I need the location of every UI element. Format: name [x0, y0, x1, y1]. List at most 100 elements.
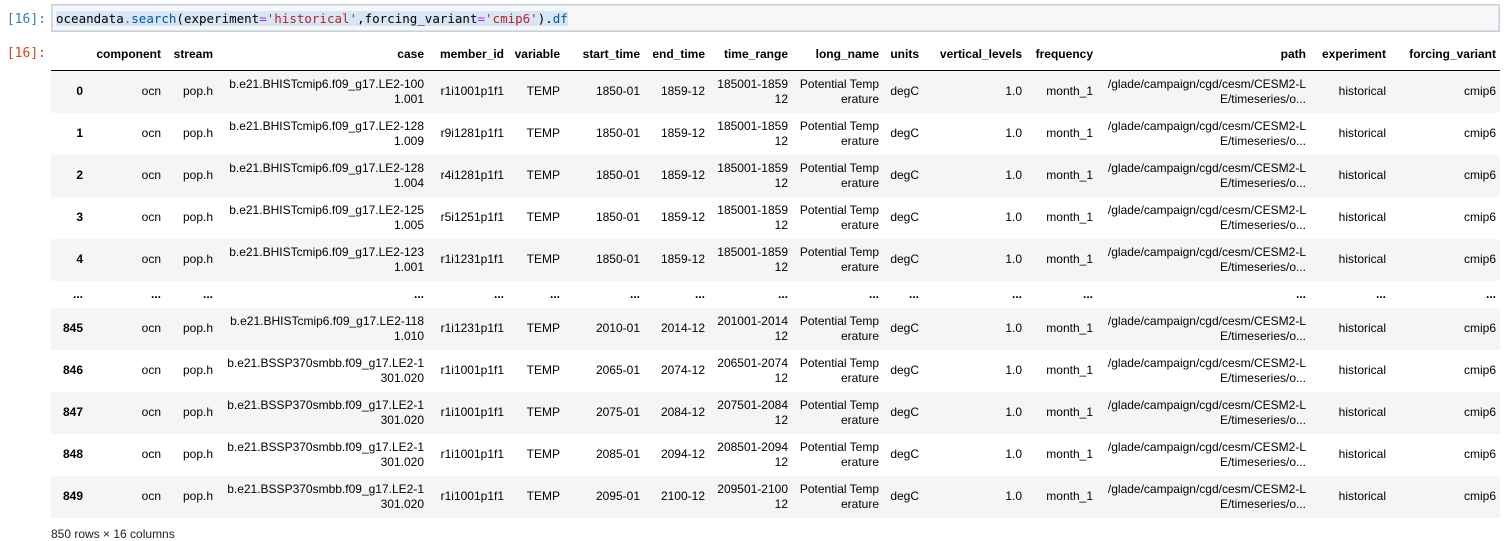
table-cell: TEMP: [526, 447, 560, 461]
table-cell: Potential Temperature: [799, 118, 879, 148]
table-cell: 2100-12: [660, 489, 705, 503]
table-cell: pop.h: [182, 489, 213, 503]
output-prompt: [16]:: [6, 46, 46, 61]
table-cell: historical: [1338, 168, 1386, 182]
table-cell: 209501-210012: [717, 481, 788, 511]
table-cell: cmip6: [1463, 363, 1496, 377]
table-header-row: component stream case member_id variable star…: [51, 38, 1500, 71]
table-cell: cmip6: [1463, 321, 1496, 335]
column-header: variable: [508, 38, 564, 71]
table-cell: pop.h: [182, 252, 213, 266]
table-cell: 1859-12: [660, 126, 705, 140]
table-cell: month_1: [1046, 363, 1093, 377]
code-token: ,forcing_variant: [357, 11, 478, 26]
table-cell: historical: [1338, 405, 1386, 419]
table-cell: historical: [1338, 321, 1386, 335]
table-cell: 1859-12: [660, 252, 705, 266]
code-token: search: [131, 11, 177, 26]
table-cell: Potential Temperature: [799, 313, 879, 343]
table-cell: ocn: [141, 252, 161, 266]
table-cell: degC: [890, 126, 919, 140]
table-cell: ...: [694, 286, 705, 301]
table-cell: ocn: [141, 363, 161, 377]
table-cell: b.e21.BHISTcmip6.f09_g17.LE2-1281.009: [229, 118, 424, 148]
table-cell: b.e21.BHISTcmip6.f09_g17.LE2-1231.001: [229, 244, 424, 274]
row-index: ...: [72, 286, 83, 301]
row-index: 2: [76, 168, 83, 182]
table-cell: 1.0: [1005, 489, 1022, 503]
table-cell: 185001-185912: [717, 118, 788, 148]
table-cell: r1i1231p1f1: [440, 252, 504, 266]
table-cell: r9i1281p1f1: [440, 126, 504, 140]
table-cell: TEMP: [526, 252, 560, 266]
table-cell: historical: [1338, 84, 1386, 99]
table-cell: cmip6: [1463, 405, 1496, 419]
table-cell: 2010-01: [595, 321, 640, 335]
table-cell: degC: [890, 84, 919, 99]
input-cell[interactable]: [16]: oceandata.search(experiment='histo…: [0, 0, 1506, 42]
table-cell: /glade/campaign/cgd/cesm/CESM2-LE/timese…: [1107, 481, 1306, 511]
table-cell: ocn: [141, 321, 161, 335]
table-cell: 1850-01: [595, 84, 640, 99]
table-cell: historical: [1338, 126, 1386, 140]
table-cell: ...: [868, 286, 879, 301]
table-cell: pop.h: [182, 363, 213, 377]
table-cell: historical: [1338, 252, 1386, 266]
table-cell: 2095-01: [595, 489, 640, 503]
column-header: vertical_levels: [923, 38, 1026, 71]
table-cell: ocn: [141, 84, 161, 99]
table-cell: 185001-185912: [717, 202, 788, 232]
table-cell: 1.0: [1005, 84, 1022, 99]
table-cell: 2085-01: [595, 447, 640, 461]
table-cell: b.e21.BHISTcmip6.f09_g17.LE2-1001.001: [229, 76, 424, 106]
table-cell: /glade/campaign/cgd/cesm/CESM2-LE/timese…: [1107, 439, 1306, 469]
table-cell: r1i1001p1f1: [440, 84, 504, 99]
table-cell: Potential Temperature: [799, 355, 879, 385]
table-row: 849 ocn pop.h b.e21.BSSP370smbb.f09_g17.LE2…: [51, 475, 1500, 518]
table-cell: pop.h: [182, 447, 213, 461]
table-cell: b.e21.BSSP370smbb.f09_g17.LE2-1301.020: [227, 397, 424, 427]
column-header: [51, 38, 87, 71]
table-cell: ...: [908, 286, 919, 301]
row-index: 1: [76, 126, 83, 140]
table-cell: ...: [1011, 286, 1022, 301]
table-cell: ...: [413, 286, 424, 301]
table-cell: Potential Temperature: [799, 397, 879, 427]
column-header: frequency: [1026, 38, 1097, 71]
table-cell: pop.h: [182, 168, 213, 182]
table-cell: ...: [1485, 286, 1496, 301]
table-cell: 1.0: [1005, 210, 1022, 224]
table-row: 4 ocn pop.h b.e21.BHISTcmip6.f09_g17.LE2-12…: [51, 238, 1500, 281]
table-cell: /glade/campaign/cgd/cesm/CESM2-LE/timese…: [1107, 76, 1306, 106]
column-header: member_id: [428, 38, 508, 71]
table-cell: month_1: [1046, 321, 1093, 335]
column-header: case: [217, 38, 428, 71]
code-line[interactable]: oceandata.search(experiment='historical'…: [56, 11, 568, 26]
code-token: =: [477, 11, 486, 26]
code-token: =: [259, 11, 267, 26]
table-cell: Potential Temperature: [799, 481, 879, 511]
column-header: experiment: [1310, 38, 1390, 71]
table-cell: month_1: [1046, 489, 1093, 503]
table-cell: b.e21.BHISTcmip6.f09_g17.LE2-1181.010: [230, 313, 424, 343]
table-cell: 1850-01: [595, 210, 640, 224]
code-editor[interactable]: oceandata.search(experiment='historical'…: [51, 4, 1500, 32]
row-index: 0: [76, 84, 83, 99]
code-token: .: [123, 11, 132, 26]
table-cell: TEMP: [526, 321, 560, 335]
dataframe-table: component stream case member_id variable star…: [51, 38, 1500, 518]
table-cell: pop.h: [182, 321, 213, 335]
table-cell: 1.0: [1005, 363, 1022, 377]
table-row: ........................................…: [51, 281, 1500, 308]
code-token: 'historical': [266, 11, 358, 26]
table-cell: degC: [890, 168, 919, 182]
table-cell: cmip6: [1463, 210, 1496, 224]
table-cell: ...: [493, 286, 504, 301]
table-row: 846 ocn pop.h b.e21.BSSP370smbb.f09_g17.LE2…: [51, 350, 1500, 392]
table-cell: Potential Temperature: [799, 439, 879, 469]
column-header: end_time: [644, 38, 709, 71]
table-cell: r1i1001p1f1: [440, 363, 504, 377]
table-cell: Potential Temperature: [799, 160, 879, 190]
table-cell: 1.0: [1005, 252, 1022, 266]
table-cell: ...: [202, 286, 213, 301]
